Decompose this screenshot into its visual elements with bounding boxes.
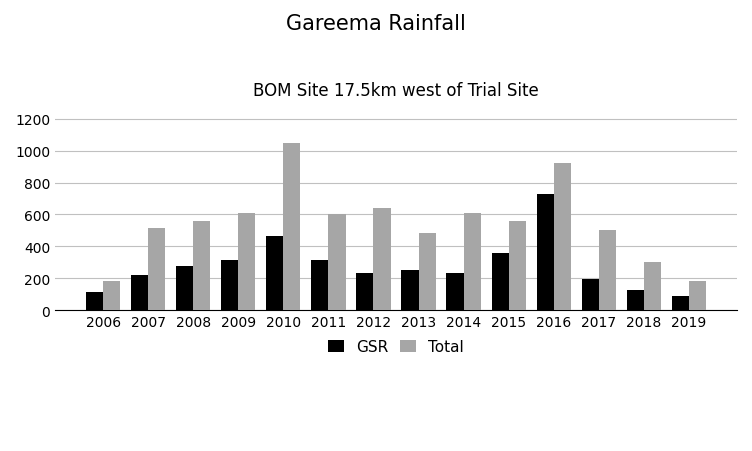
Bar — [626, 290, 644, 310]
Bar — [266, 236, 284, 310]
Bar — [329, 215, 345, 310]
Bar — [419, 233, 435, 310]
Legend: GSR, Total: GSR, Total — [323, 333, 470, 360]
Bar — [176, 267, 193, 310]
Bar — [374, 209, 390, 310]
Bar — [311, 260, 329, 310]
Bar — [447, 274, 463, 310]
Bar — [492, 254, 508, 310]
Bar — [131, 276, 148, 310]
Bar — [463, 213, 481, 310]
Bar — [599, 231, 616, 310]
Bar — [193, 221, 211, 310]
Bar — [689, 281, 706, 310]
Bar — [581, 279, 599, 310]
Text: Gareema Rainfall: Gareema Rainfall — [286, 14, 466, 33]
Bar — [644, 262, 661, 310]
Bar — [221, 260, 238, 310]
Bar — [537, 194, 553, 310]
Bar — [238, 213, 256, 310]
Title: BOM Site 17.5km west of Trial Site: BOM Site 17.5km west of Trial Site — [253, 82, 539, 99]
Bar — [103, 281, 120, 310]
Bar — [402, 271, 419, 310]
Bar — [356, 274, 374, 310]
Bar — [284, 143, 301, 310]
Bar — [86, 292, 103, 310]
Bar — [672, 297, 689, 310]
Bar — [508, 221, 526, 310]
Bar — [148, 229, 165, 310]
Bar — [553, 163, 571, 310]
